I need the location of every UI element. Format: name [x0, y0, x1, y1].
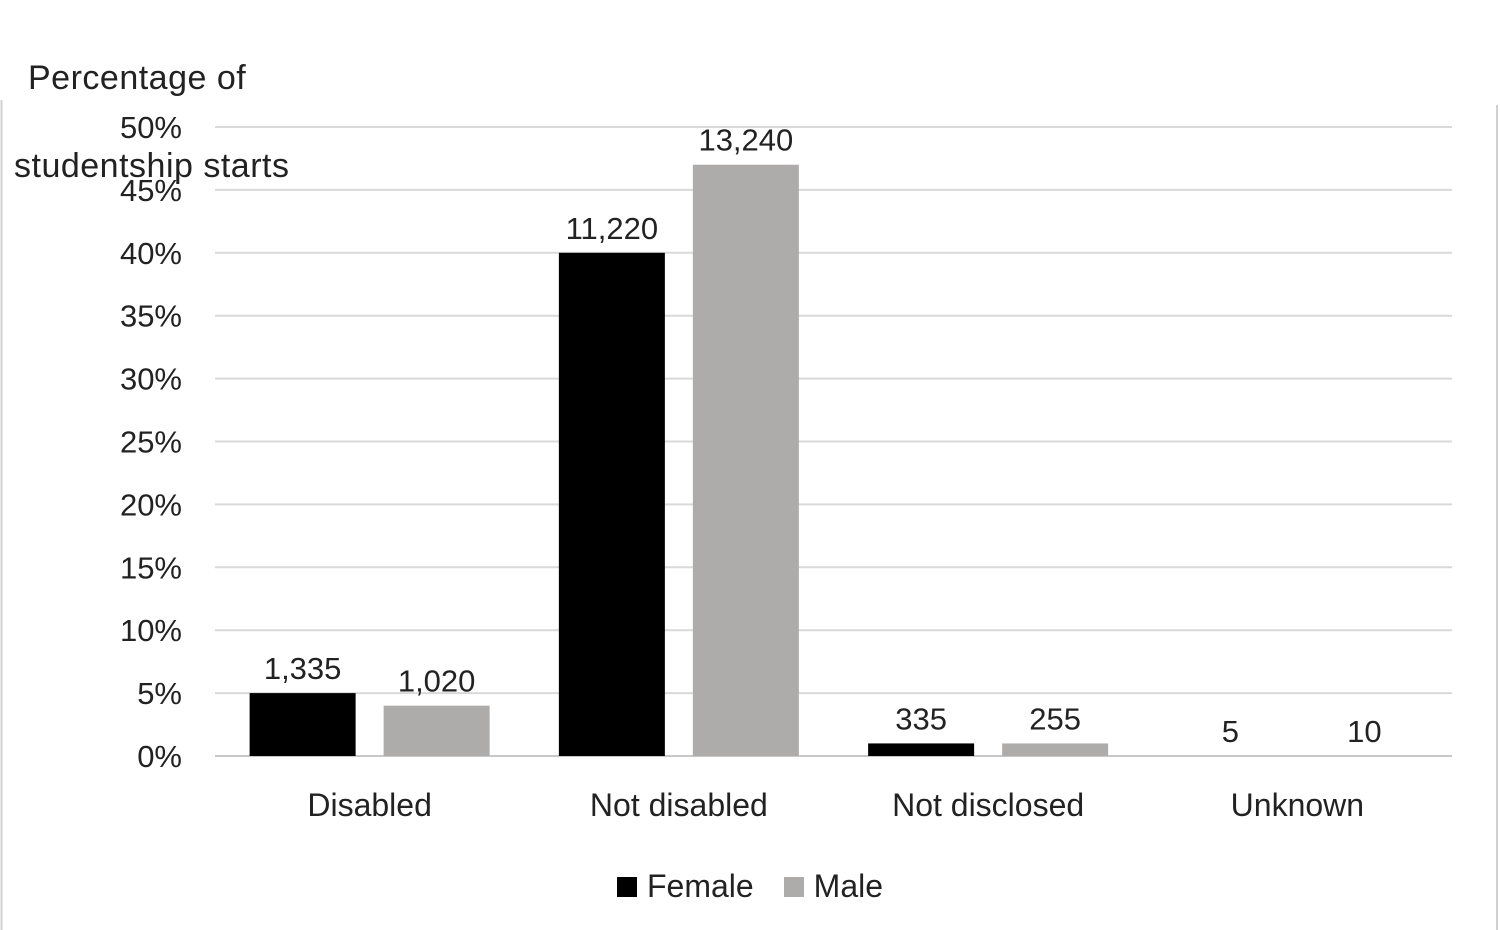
y-tick-label: 50% [120, 110, 182, 145]
bar-female [249, 693, 356, 756]
gridlines [215, 126, 1452, 757]
data-label-female: 1,335 [264, 651, 342, 686]
y-tick-label: 15% [120, 550, 182, 585]
legend-swatch-male [783, 876, 804, 897]
y-tick-label: 0% [137, 739, 182, 774]
legend-swatch-female [616, 876, 637, 897]
legend-item-male: Male [783, 868, 884, 905]
bar-male [1002, 743, 1109, 756]
bar-female [558, 252, 665, 757]
y-axis-title-line-1: Percentage of [28, 59, 247, 97]
y-tick-label: 5% [137, 676, 182, 711]
data-label-female: 335 [895, 701, 947, 736]
data-label-female: 5 [1222, 714, 1239, 749]
bars [249, 164, 1109, 757]
data-label-female: 11,220 [566, 211, 659, 246]
data-label-male: 10 [1347, 714, 1381, 749]
y-axis-ticks: 0% 5% 10% 15% 20% 25% 30% 35% 40% 45% 50% [120, 110, 182, 774]
legend: Female Male [0, 868, 1500, 905]
x-category-label: Unknown [1231, 787, 1364, 823]
y-tick-label: 10% [120, 613, 182, 648]
x-category-label: Not disclosed [892, 787, 1084, 823]
legend-label-female: Female [646, 868, 754, 904]
x-category-label: Not disabled [590, 787, 768, 823]
x-category-label: Disabled [307, 787, 432, 823]
y-tick-label: 20% [120, 487, 182, 522]
bar-female [868, 743, 975, 756]
data-label-male: 255 [1029, 701, 1081, 736]
data-label-male: 1,020 [398, 664, 476, 699]
data-labels: 1,335 1,020 11,220 13,240 335 255 5 10 [264, 123, 1382, 749]
y-tick-label: 40% [120, 236, 182, 271]
bar-male [383, 705, 490, 756]
y-axis-title-line-2: studentship starts [14, 147, 290, 185]
y-axis-title: Percentage of studentship starts [14, 12, 289, 232]
y-tick-label: 35% [120, 299, 182, 334]
bar-male [692, 164, 799, 757]
data-label-male: 13,240 [698, 123, 793, 158]
x-axis-categories: Disabled Not disabled Not disclosed Unknown [307, 787, 1364, 823]
legend-item-female: Female [616, 868, 754, 905]
y-tick-label: 25% [120, 425, 182, 460]
y-tick-label: 45% [120, 173, 182, 208]
legend-label-male: Male [813, 868, 884, 904]
y-tick-label: 30% [120, 362, 182, 397]
